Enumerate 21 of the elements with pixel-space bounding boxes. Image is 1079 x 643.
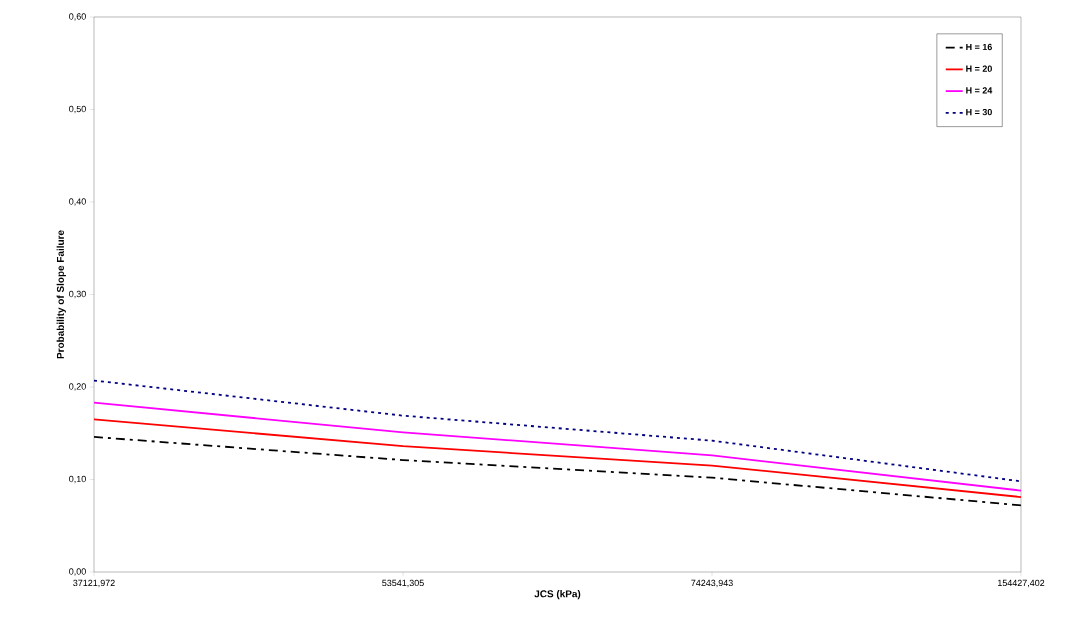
y-tick-label: 0,00	[69, 568, 86, 576]
line-series	[94, 379, 1022, 483]
line-series	[94, 401, 1022, 492]
y-tick-label: 0,50	[69, 105, 86, 114]
legend-label: H = 20	[966, 65, 992, 72]
y-tick-label: 0,30	[69, 290, 86, 299]
legend-label: H = 16	[966, 43, 992, 51]
x-tick-label: 37121,972	[73, 579, 115, 588]
legend-label: H = 30	[966, 108, 992, 116]
x-axis-title: JCS (kPa)	[534, 590, 581, 600]
y-axis-title: Probability of Slope Failure	[56, 230, 66, 359]
x-tick-label: 74243,943	[691, 579, 733, 588]
y-tick-label: 0,60	[69, 13, 86, 21]
legend-label: H = 24	[966, 87, 993, 94]
y-tick-label: 0,20	[69, 383, 86, 391]
x-tick-label: 53541,305	[382, 579, 424, 588]
y-tick-label: 0,10	[69, 475, 86, 484]
x-tick-label: 154427,402	[998, 579, 1045, 588]
y-tick-label: 0,40	[69, 198, 86, 206]
line-series	[94, 436, 1022, 507]
line-series	[94, 418, 1022, 498]
